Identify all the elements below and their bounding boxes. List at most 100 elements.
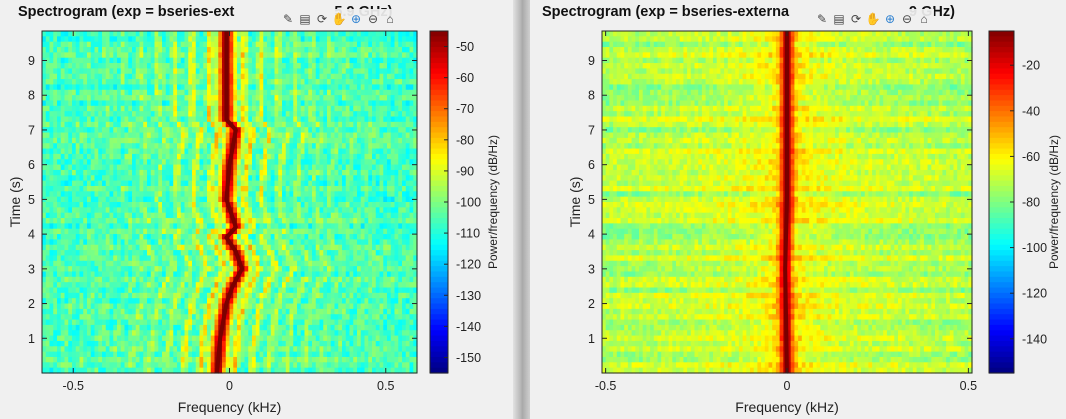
brush-icon[interactable]: ✎	[282, 12, 294, 26]
spectrogram-cell	[252, 239, 257, 246]
spectrogram-cell	[252, 31, 257, 37]
spectrogram-cell	[252, 234, 257, 240]
spectrogram-cell	[345, 180, 351, 187]
spectrogram-cell	[109, 207, 114, 214]
spectrogram-cell	[338, 89, 343, 96]
spectrogram-cell	[375, 239, 381, 246]
spectrogram-cell	[188, 47, 193, 53]
spectrogram-cell	[349, 111, 354, 118]
home-icon[interactable]: ⌂	[386, 12, 394, 26]
spectrogram-cell	[195, 250, 201, 257]
spectrogram-cell	[387, 111, 392, 118]
zoom-in-icon[interactable]: ⊕	[350, 12, 362, 26]
spectrogram-cell	[147, 100, 152, 107]
spectrogram-cell	[334, 100, 339, 107]
spectrogram-cell	[387, 266, 392, 273]
spectrogram-cell	[342, 169, 347, 176]
spectrogram-cell	[150, 137, 156, 144]
spectrogram-cell	[169, 250, 174, 257]
spectrogram-cell	[60, 266, 66, 273]
spectrogram-cell	[379, 287, 384, 294]
spectrogram-cell	[177, 218, 182, 224]
spectrogram-cell	[150, 63, 156, 69]
spectrogram-cell	[139, 292, 144, 299]
spectrogram-cell	[244, 164, 249, 171]
spectrogram-cell	[330, 234, 336, 240]
spectrogram-cell	[293, 84, 298, 91]
spectrogram-cell	[132, 260, 137, 267]
spectrogram-cell	[102, 223, 107, 230]
spectrogram-cell	[83, 218, 88, 224]
spectrogram-cell	[274, 207, 279, 214]
spectrogram-cell	[214, 137, 219, 144]
spectrogram-cell	[390, 95, 396, 102]
spectrogram-cell	[75, 202, 81, 208]
spectrogram-cell	[53, 276, 58, 283]
spectrogram-cell	[282, 89, 287, 96]
spectrogram-cell	[308, 79, 313, 86]
spectrogram-cell	[300, 212, 306, 219]
left-axes-toolbar: ✎ ▤ ⟳ ✋ ⊕ ⊖ ⌂	[278, 9, 400, 29]
spectrogram-cell	[199, 127, 204, 134]
spectrogram-cell	[169, 68, 174, 75]
spectrogram-cell	[203, 196, 208, 203]
spectrogram-cell	[143, 266, 148, 273]
spectrogram-cell	[124, 276, 129, 283]
spectrogram-cell	[98, 266, 103, 273]
spectrogram-cell	[184, 153, 189, 160]
spectrogram-cell	[252, 143, 257, 150]
spectrogram-cell	[368, 185, 373, 192]
spectrogram-cell	[409, 202, 414, 208]
spectrogram-cell	[342, 292, 347, 299]
spectrogram-cell	[192, 191, 197, 198]
spectrogram-cell	[293, 191, 298, 198]
spectrogram-cell	[267, 132, 272, 139]
spectrogram-cell	[90, 89, 96, 96]
spectrogram-cell	[293, 202, 298, 208]
spectrogram-cell	[214, 271, 219, 278]
spectrogram-cell	[360, 41, 366, 48]
spectrogram-cell	[357, 132, 362, 139]
spectrogram-cell	[330, 271, 336, 278]
spectrogram-cell	[90, 223, 96, 230]
pan-hand-icon[interactable]: ✋	[331, 12, 347, 26]
spectrogram-cell	[105, 244, 111, 251]
spectrogram-cell	[315, 57, 321, 64]
zoom-out-icon[interactable]: ⊖	[367, 12, 379, 26]
spectrogram-cell	[207, 191, 212, 198]
spectrogram-cell	[375, 116, 381, 123]
spectrogram-cell	[79, 255, 84, 262]
spectrogram-cell	[379, 250, 384, 257]
spectrogram-cell	[327, 31, 332, 37]
spectrogram-cell	[334, 127, 339, 134]
spectrogram-cell	[195, 116, 201, 123]
spectrogram-cell	[413, 31, 418, 37]
spectrogram-cell	[109, 41, 114, 48]
spectrogram-cell	[105, 175, 111, 182]
spectrogram-cell	[102, 292, 107, 299]
spectrogram-cell	[188, 68, 193, 75]
rotate-icon[interactable]: ⟳	[316, 12, 328, 26]
spectrogram-cell	[128, 143, 133, 150]
spectrogram-cell	[207, 244, 212, 251]
data-tips-icon[interactable]: ▤	[299, 12, 311, 26]
spectrogram-cell	[90, 41, 96, 48]
spectrogram-cell	[398, 169, 403, 176]
spectrogram-cell	[390, 105, 396, 112]
spectrogram-cell	[53, 137, 58, 144]
spectrogram-cell	[180, 31, 186, 37]
spectrogram-cell	[372, 105, 377, 112]
spectrogram-cell	[184, 95, 189, 102]
spectrogram-cell	[173, 143, 178, 150]
spectrogram-cell	[375, 31, 381, 37]
spectrogram-cell	[394, 95, 399, 102]
spectrogram-cell	[402, 116, 407, 123]
spectrogram-cell	[87, 68, 92, 75]
spectrogram-cell	[139, 180, 144, 187]
spectrogram-cell	[45, 153, 51, 160]
spectrogram-cell	[124, 84, 129, 91]
spectrogram-cell	[53, 175, 58, 182]
spectrogram-cell	[42, 287, 47, 294]
spectrogram-cell	[68, 282, 73, 289]
spectrogram-cell	[315, 89, 321, 96]
